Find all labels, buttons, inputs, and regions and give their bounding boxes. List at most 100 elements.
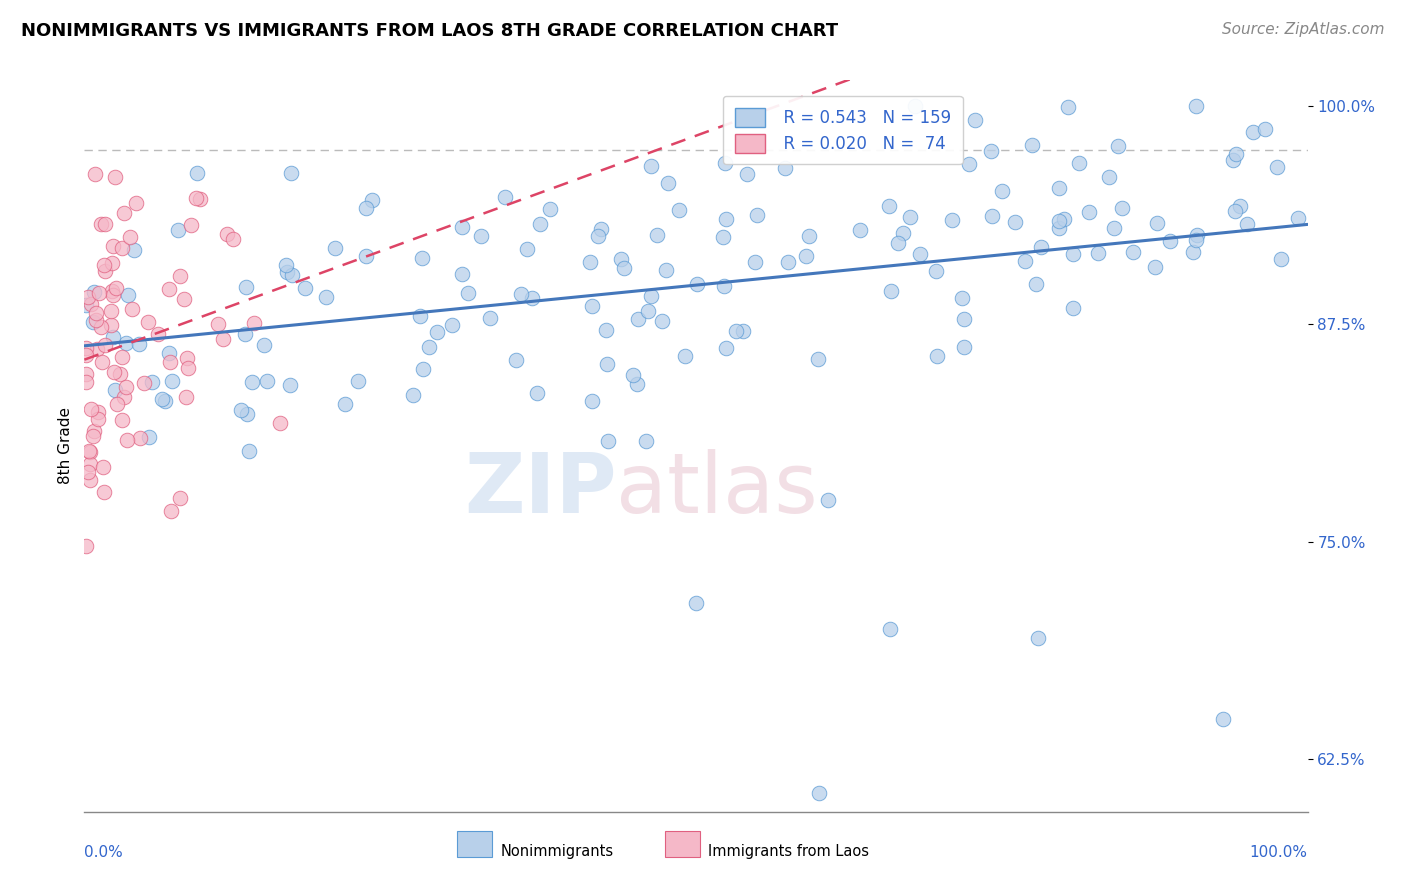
Point [141,375,163,389]
Point [186,166,208,180]
Point [724,324,747,338]
Point [673,349,696,363]
Point [731,324,754,338]
Point [177,360,200,375]
Point [207,318,229,332]
Point [256,374,278,388]
Point [235,280,257,294]
Point [1185,99,1208,113]
Point [101,238,124,252]
Point [980,145,1002,159]
Point [1236,217,1258,231]
Point [510,286,533,301]
Point [146,326,169,341]
Point [596,434,619,448]
Point [114,335,136,350]
Point [991,184,1014,198]
Point [1212,713,1234,727]
Point [269,416,291,430]
Point [1185,233,1208,247]
Point [112,206,135,220]
Point [128,336,150,351]
Point [212,332,235,346]
Point [354,248,377,262]
Point [714,211,737,226]
Point [101,330,124,344]
Point [80,297,103,311]
Point [101,288,124,302]
Point [157,345,180,359]
Point [626,376,648,391]
Point [174,390,197,404]
Point [529,217,551,231]
Text: 100.0%: 100.0% [1250,845,1308,860]
Point [253,338,276,352]
Point [640,159,662,173]
Point [93,338,115,352]
Point [84,312,107,326]
Point [86,343,108,357]
Point [877,199,900,213]
Point [274,258,297,272]
Point [1031,240,1053,254]
Point [115,433,138,447]
Point [925,349,948,363]
Point [1025,277,1047,291]
Point [887,235,910,250]
Point [965,113,987,128]
Point [233,326,256,341]
Point [640,289,662,303]
FancyBboxPatch shape [665,830,700,857]
Point [1111,201,1133,215]
Point [169,268,191,283]
Point [470,229,492,244]
Point [711,230,734,244]
Point [1098,169,1121,184]
Point [136,315,159,329]
Point [411,252,433,266]
Point [799,229,821,244]
Point [686,277,709,291]
Point [1288,211,1310,226]
Point [953,311,976,326]
Point [75,376,97,390]
Point [90,217,112,231]
Point [1047,181,1070,195]
Point [82,314,104,328]
Point [581,393,603,408]
Point [745,208,768,222]
Point [89,286,111,301]
Point [112,390,135,404]
Point [335,397,357,411]
Point [91,459,114,474]
Point [457,285,479,300]
Point [478,311,501,326]
Point [101,256,124,270]
Point [323,242,346,256]
Point [118,229,141,244]
Point [75,539,97,553]
Point [1087,245,1109,260]
Point [100,318,122,332]
Point [807,786,830,800]
Point [79,401,101,416]
Point [110,367,132,381]
Point [104,281,127,295]
Point [188,192,211,206]
Point [685,596,707,610]
Text: atlas: atlas [616,450,818,531]
Point [280,166,302,180]
Point [84,167,107,181]
Point [1014,254,1036,268]
Point [1102,220,1125,235]
Point [103,365,125,379]
Text: NONIMMIGRANTS VS IMMIGRANTS FROM LAOS 8TH GRADE CORRELATION CHART: NONIMMIGRANTS VS IMMIGRANTS FROM LAOS 8T… [21,22,838,40]
Point [94,217,117,231]
Point [354,202,377,216]
Point [100,304,122,318]
Point [238,443,260,458]
Point [516,242,538,256]
Point [128,431,150,445]
Point [180,218,202,232]
Point [645,227,668,242]
